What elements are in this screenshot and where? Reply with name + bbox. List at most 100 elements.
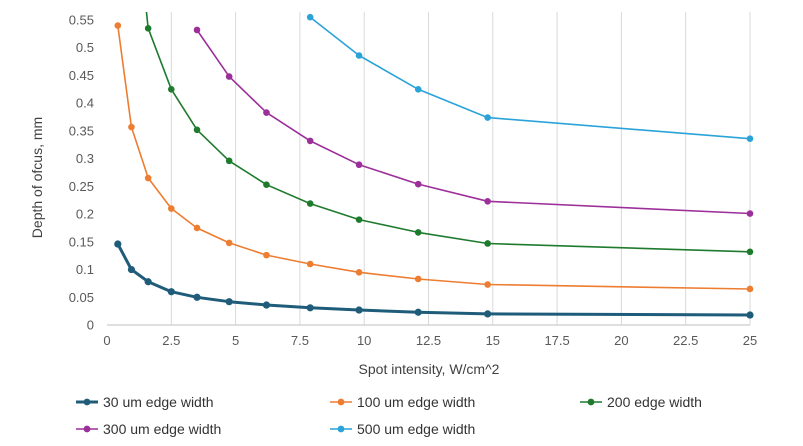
legend-swatch-marker — [587, 398, 595, 406]
y-tick-label: 0.5 — [76, 40, 94, 55]
data-point — [225, 239, 233, 247]
y-tick-label: 0.2 — [76, 207, 94, 222]
data-point — [193, 126, 201, 134]
legend-label: 300 um edge width — [103, 421, 221, 437]
data-point — [746, 285, 754, 293]
x-tick-label: 25 — [743, 333, 757, 348]
data-point — [225, 298, 233, 306]
x-tick-label: 10 — [357, 333, 371, 348]
legend-swatch-marker — [83, 425, 91, 433]
y-tick-label: 0.3 — [76, 151, 94, 166]
series-3 — [144, 12, 754, 256]
y-tick-label: 0.15 — [69, 234, 94, 249]
data-point — [746, 248, 754, 256]
series-line — [309, 16, 751, 140]
y-tick-label: 0.35 — [69, 123, 94, 138]
data-point — [127, 265, 136, 274]
legend-label: 200 edge width — [607, 394, 702, 410]
x-axis-title: Spot intensity, W/cm^2 — [359, 361, 500, 377]
data-point — [168, 86, 175, 93]
data-point — [484, 114, 491, 121]
data-point — [355, 269, 363, 276]
data-point — [306, 304, 314, 312]
data-point — [263, 251, 270, 259]
series-4 — [193, 26, 754, 217]
x-tick-label: 12.5 — [416, 333, 441, 348]
y-tick-label: 0.25 — [69, 179, 94, 194]
data-point — [746, 311, 754, 319]
legend-item: 200 edge width — [580, 394, 702, 410]
x-tick-label: 5 — [232, 333, 239, 348]
data-point — [263, 109, 270, 116]
x-tick-label: 17.5 — [544, 333, 569, 348]
x-tick-label: 2.5 — [162, 333, 180, 348]
data-point — [144, 278, 152, 286]
data-point — [306, 260, 314, 268]
data-point — [114, 22, 122, 29]
data-point — [484, 310, 492, 318]
data-point — [225, 73, 233, 80]
y-tick-label: 0 — [87, 318, 94, 333]
legend-item: 100 um edge width — [330, 394, 475, 410]
x-tick-label: 15 — [486, 333, 500, 348]
data-point — [306, 137, 314, 145]
x-axis-ticks: 0 2.5 5 7.5 10 12.5 15 17.5 20 22.5 25 — [103, 333, 757, 348]
data-point — [193, 224, 201, 232]
series-5 — [306, 13, 754, 142]
gridlines — [170, 12, 751, 325]
data-point — [262, 301, 271, 309]
data-point — [355, 52, 363, 59]
data-point — [414, 86, 422, 93]
data-point — [263, 181, 270, 188]
data-point — [168, 205, 175, 212]
data-point — [414, 275, 422, 283]
legend-swatch-marker — [337, 425, 345, 433]
data-point — [414, 308, 422, 316]
data-point — [746, 210, 754, 217]
series-line — [196, 29, 751, 215]
legend-label: 500 um edge width — [357, 421, 475, 437]
y-tick-label: 0.4 — [76, 96, 94, 111]
data-point — [306, 200, 314, 207]
data-point — [746, 135, 754, 142]
series-line — [117, 25, 751, 290]
y-axis-title: Depth of ofcus, mm — [29, 117, 45, 238]
series-2 — [114, 22, 754, 293]
legend-item: 500 um edge width — [330, 421, 475, 437]
legend-label: 100 um edge width — [357, 394, 475, 410]
legend-item: 300 um edge width — [76, 421, 221, 437]
data-point — [484, 240, 491, 247]
legend-swatch-marker — [83, 398, 91, 406]
data-point — [306, 13, 314, 21]
legend-label: 30 um edge width — [103, 394, 214, 410]
data-point — [193, 293, 201, 301]
legend-item: 30 um edge width — [76, 394, 214, 410]
data-point — [114, 240, 122, 248]
x-tick-label: 22.5 — [673, 333, 698, 348]
data-point — [484, 281, 491, 288]
y-tick-label: 0.45 — [69, 68, 94, 83]
x-tick-label: 0 — [103, 333, 110, 348]
data-point — [355, 161, 363, 169]
data-point — [414, 229, 422, 236]
x-tick-label: 20 — [614, 333, 628, 348]
data-point — [414, 180, 422, 188]
legend-swatch-marker — [337, 398, 345, 406]
data-point — [144, 25, 152, 32]
data-point — [355, 306, 363, 314]
series-1 — [114, 240, 754, 319]
y-axis-ticks: 0 0.05 0.1 0.15 0.2 0.25 0.3 0.35 0.4 0.45 0.5 0.55 — [69, 13, 94, 333]
data-point — [225, 157, 233, 165]
data-point — [167, 288, 175, 296]
y-tick-label: 0.1 — [76, 262, 94, 277]
data-point — [355, 216, 363, 223]
y-tick-label: 0.05 — [69, 290, 94, 305]
y-tick-label: 0.55 — [69, 13, 94, 28]
x-tick-label: 7.5 — [291, 333, 309, 348]
data-point — [193, 26, 201, 34]
series-group — [114, 12, 754, 319]
data-point — [144, 174, 152, 182]
legend: 30 um edge width 100 um edge width 200 edg… — [76, 394, 702, 437]
data-point — [484, 198, 491, 205]
